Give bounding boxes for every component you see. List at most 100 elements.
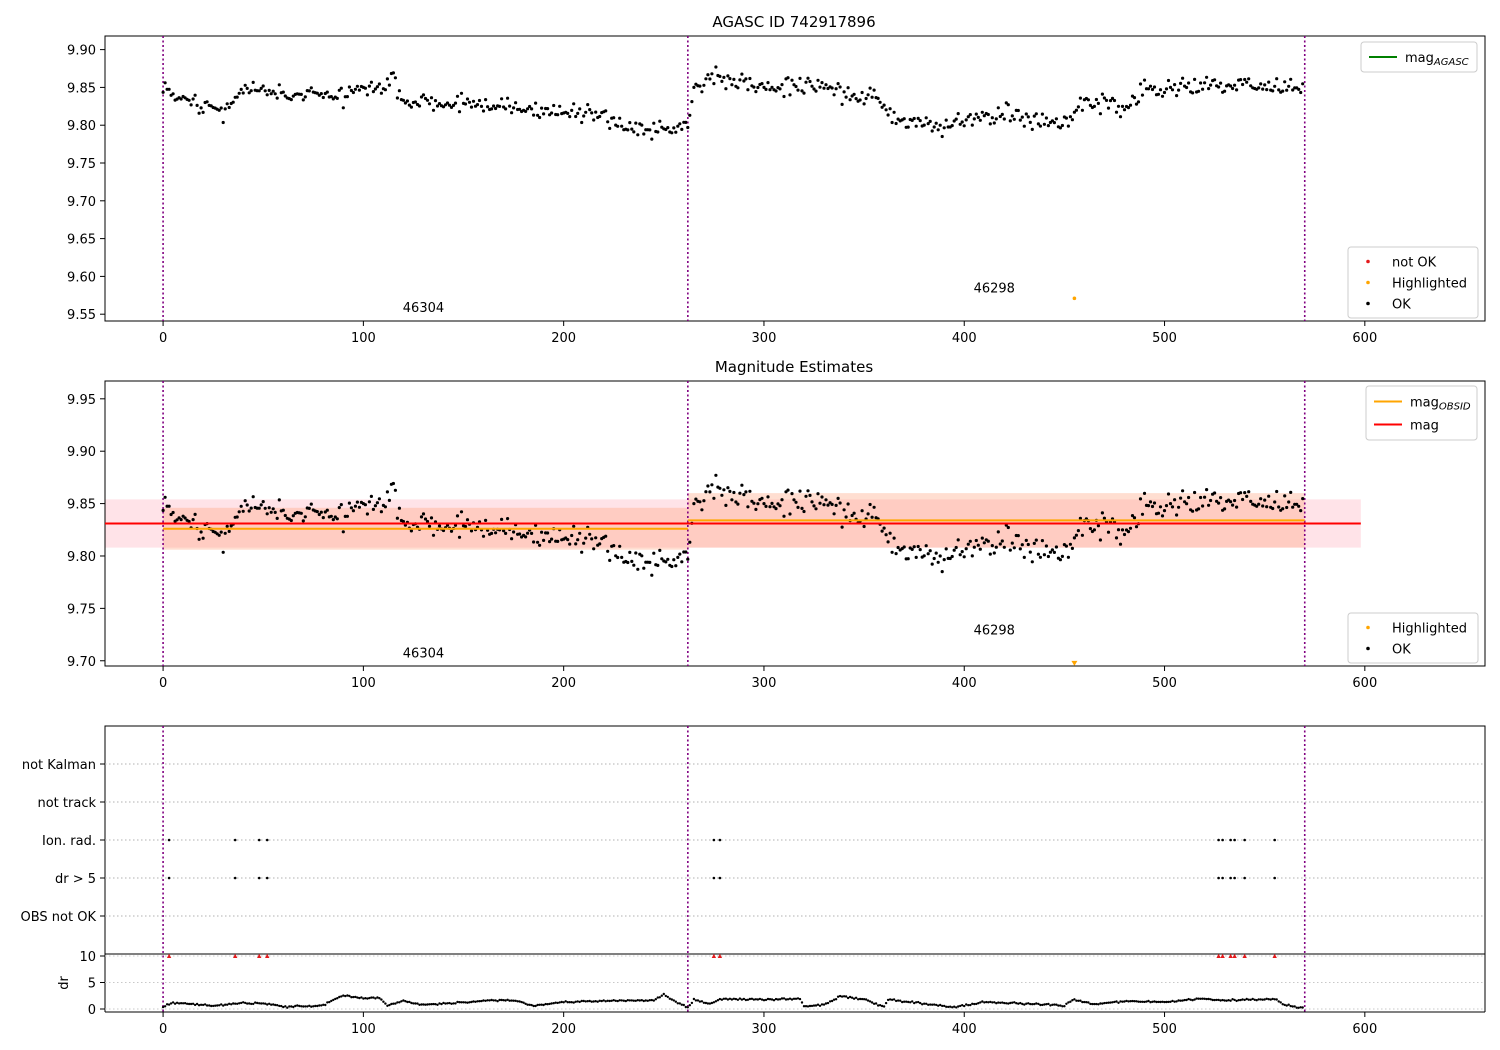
dr-point <box>1063 1005 1066 1008</box>
ok-point <box>888 107 892 111</box>
dr-point <box>724 997 728 1000</box>
ok-point <box>437 524 442 528</box>
ok-point <box>754 90 758 94</box>
ok-point <box>409 529 413 533</box>
ok-point <box>932 556 936 561</box>
dr-point <box>774 997 778 1001</box>
dr-point <box>1059 1004 1062 1007</box>
ok-point <box>1213 78 1217 82</box>
ok-point <box>1175 513 1179 517</box>
ok-point <box>806 76 810 80</box>
dr-point <box>210 1004 213 1008</box>
ok-point <box>708 77 712 81</box>
ok-point <box>634 551 638 555</box>
ok-point <box>914 124 918 128</box>
ok-point <box>934 551 938 555</box>
ok-point <box>161 508 165 512</box>
ok-point <box>395 96 399 100</box>
ok-point <box>738 78 742 82</box>
ok-point <box>259 503 263 507</box>
ok-point <box>1261 504 1265 508</box>
flag-point <box>1221 838 1224 842</box>
ok-point <box>978 118 982 122</box>
ok-point <box>301 98 305 102</box>
dr-point <box>310 1005 313 1008</box>
ok-point <box>820 81 824 85</box>
ok-point <box>742 493 746 497</box>
ok-point <box>1118 115 1123 119</box>
dr-point <box>1049 1004 1052 1007</box>
dr-point <box>356 996 359 999</box>
ok-point <box>321 516 325 520</box>
dr-point <box>1021 1002 1024 1006</box>
ok-point <box>1187 81 1191 85</box>
ok-point <box>1299 90 1303 95</box>
ok-point <box>337 506 341 510</box>
dr-point <box>977 1002 980 1005</box>
ok-point <box>1132 96 1137 100</box>
ok-point <box>1038 124 1042 128</box>
ok-point <box>944 118 948 122</box>
dr-point <box>1209 998 1212 1001</box>
ok-point <box>834 87 838 91</box>
ok-point <box>391 71 395 75</box>
ok-point <box>1275 489 1279 494</box>
dr-point <box>1253 998 1256 1001</box>
dr-point <box>752 998 756 1001</box>
ok-point <box>498 104 502 108</box>
dr-point <box>921 1003 924 1006</box>
dr-point <box>1183 998 1186 1002</box>
ok-point <box>289 98 293 102</box>
ok-point <box>936 560 940 564</box>
ok-point <box>1201 504 1205 508</box>
ok-point <box>1026 542 1030 547</box>
ok-point <box>341 106 345 110</box>
ok-point <box>1048 550 1052 554</box>
dr-point <box>494 999 497 1002</box>
dr-point <box>572 1001 575 1004</box>
ok-point <box>283 94 287 98</box>
dr-point <box>1133 1000 1136 1003</box>
dr-point <box>364 997 367 1000</box>
ok-point <box>1235 88 1239 92</box>
ok-point <box>764 87 768 91</box>
dr-point <box>314 1004 317 1008</box>
dr-point <box>870 1001 874 1004</box>
dr-point <box>983 1001 986 1004</box>
ok-point <box>1000 539 1004 543</box>
dr-point <box>812 1004 816 1007</box>
dr-point <box>770 998 774 1001</box>
dr-point <box>786 998 790 1001</box>
flag-label: dr > 5 <box>55 872 96 887</box>
dr-point <box>778 998 782 1001</box>
dr-point <box>396 1001 399 1004</box>
dr-point <box>1235 999 1238 1003</box>
ok-point <box>263 89 267 93</box>
dr-point <box>892 998 896 1001</box>
ok-point <box>798 489 802 493</box>
dr-point <box>925 1002 928 1005</box>
ok-point <box>818 501 822 505</box>
dr-point <box>1197 997 1200 1000</box>
dr-point <box>404 1000 407 1003</box>
ok-point <box>842 90 846 94</box>
legend-label: OK <box>1392 643 1411 658</box>
ok-point <box>928 549 932 553</box>
dr-point <box>173 1002 177 1005</box>
ok-point <box>770 85 774 89</box>
ok-point <box>812 504 816 508</box>
dr-point <box>828 1000 832 1003</box>
ok-point <box>832 512 836 516</box>
ok-point <box>367 500 371 504</box>
dr-point <box>1121 1000 1124 1003</box>
ok-point <box>1102 96 1106 100</box>
dr-point <box>854 996 858 999</box>
dr-point <box>238 1002 241 1005</box>
dr-point <box>432 1002 435 1006</box>
ok-point <box>762 502 766 506</box>
ok-point <box>710 483 714 487</box>
ok-point <box>928 119 932 123</box>
ok-point <box>746 505 750 509</box>
ok-point <box>1261 87 1265 91</box>
x-tick-label: 0 <box>159 1022 167 1037</box>
